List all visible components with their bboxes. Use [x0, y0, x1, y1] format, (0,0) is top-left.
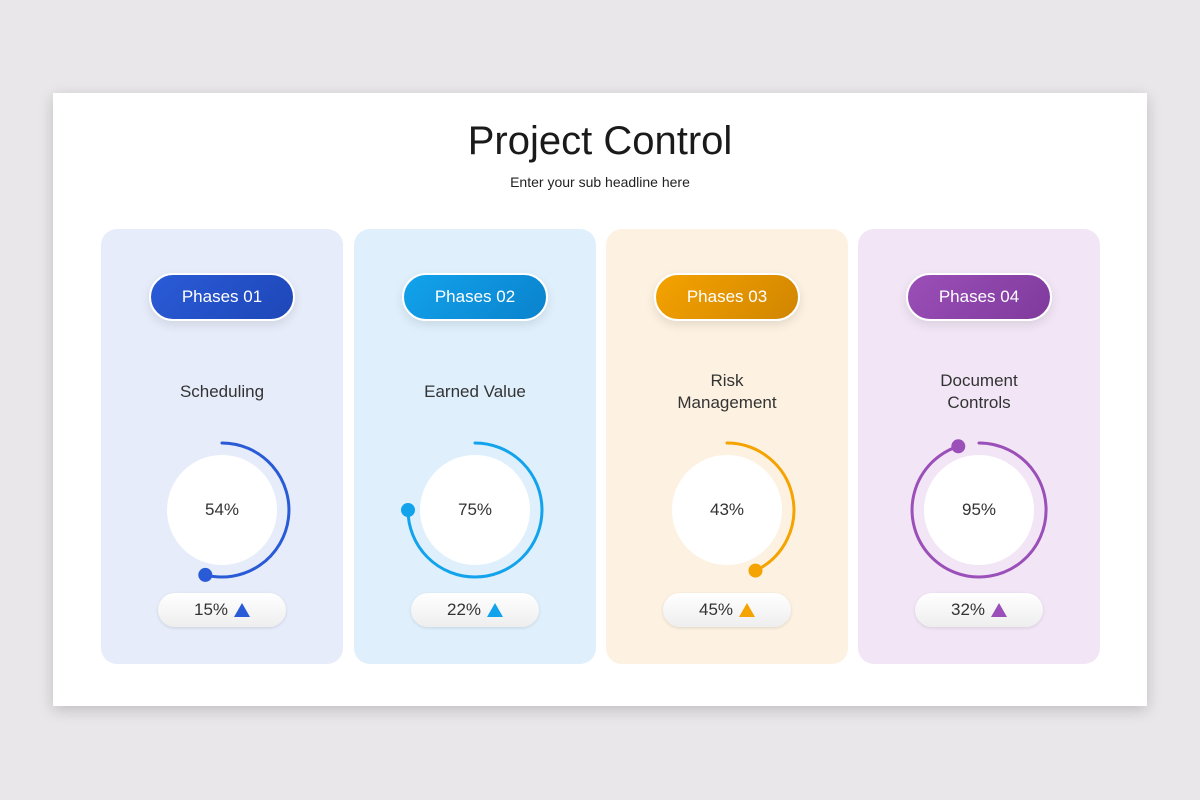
slide: Project Control Enter your sub headline …	[53, 93, 1147, 706]
progress-value: 75%	[420, 455, 530, 565]
progress-value: 43%	[672, 455, 782, 565]
change-value: 45%	[698, 600, 734, 619]
phase-label: Phases 02	[434, 287, 516, 306]
progress-arc	[406, 441, 544, 579]
progress-arc	[203, 441, 291, 579]
card-title: Risk Management	[677, 371, 777, 412]
progress-ring-svg	[910, 439, 1048, 579]
card-title: Scheduling	[179, 382, 265, 401]
phase-label: Phases 04	[938, 287, 1020, 306]
phase-badge[interactable]: Phases 04	[906, 273, 1052, 321]
triangle-up-icon	[487, 603, 504, 617]
triangle-up-icon	[739, 603, 756, 617]
card-title: Earned Value	[424, 382, 526, 401]
progress-dot	[401, 503, 415, 517]
change-badge: 22%	[411, 593, 539, 627]
progress-dot	[951, 439, 966, 454]
page-subtitle: Enter your sub headline here	[510, 174, 690, 190]
progress-ring: 43%	[647, 430, 807, 590]
change-value: 15%	[193, 600, 229, 619]
progress-dot	[198, 567, 213, 582]
change-value: 32%	[950, 600, 986, 619]
phase-card: Phases 01 Scheduling 54% 15%	[101, 229, 343, 664]
phase-badge[interactable]: Phases 01	[149, 273, 295, 321]
phase-card: Phases 04 Document Controls 95% 32%	[858, 229, 1100, 664]
progress-ring-svg	[725, 441, 796, 578]
triangle-up-icon	[991, 603, 1008, 617]
progress-ring-svg	[198, 441, 291, 582]
phase-badge[interactable]: Phases 03	[654, 273, 800, 321]
card-title: Document Controls	[940, 371, 1018, 412]
progress-ring: 54%	[142, 430, 302, 590]
change-badge: 32%	[915, 593, 1043, 627]
progress-arc	[910, 441, 1048, 579]
progress-ring: 75%	[395, 430, 555, 590]
progress-value: 54%	[167, 455, 277, 565]
phase-badge[interactable]: Phases 02	[402, 273, 548, 321]
triangle-up-icon	[234, 603, 251, 617]
phase-card: Phases 03 Risk Management 43% 45%	[606, 229, 848, 664]
phase-card: Phases 02 Earned Value 75% 22%	[354, 229, 596, 664]
progress-ring-svg	[401, 441, 544, 579]
progress-arc	[725, 441, 796, 573]
phase-label: Phases 01	[181, 287, 263, 306]
progress-dot	[748, 563, 763, 578]
change-badge: 15%	[158, 593, 286, 627]
progress-ring: 95%	[899, 430, 1059, 590]
change-badge: 45%	[663, 593, 791, 627]
page-title: Project Control	[467, 119, 733, 163]
change-value: 22%	[446, 600, 482, 619]
phase-label: Phases 03	[686, 287, 768, 306]
progress-value: 95%	[924, 455, 1034, 565]
